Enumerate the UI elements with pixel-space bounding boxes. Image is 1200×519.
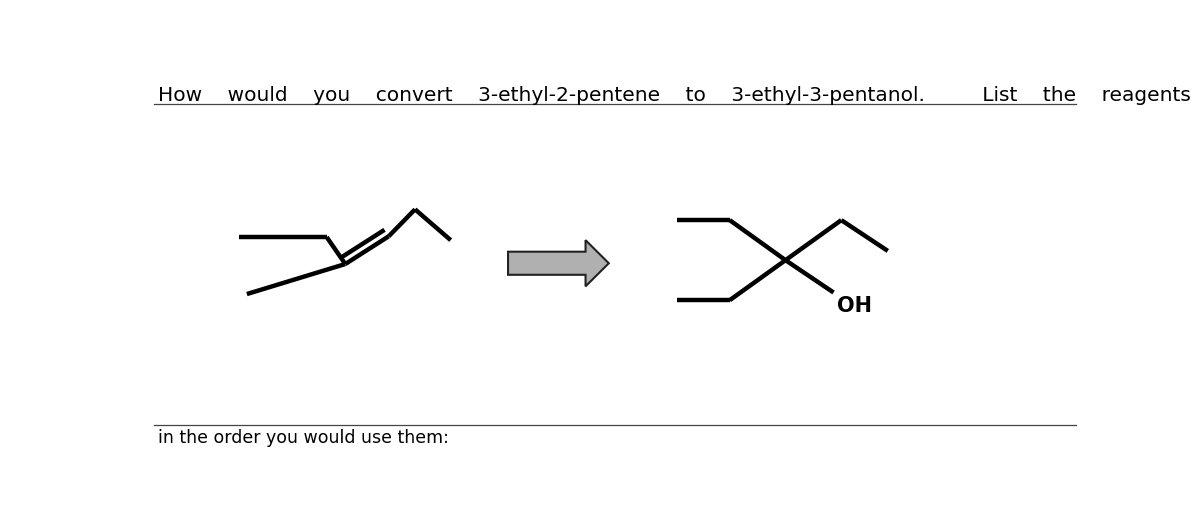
Polygon shape (508, 240, 608, 286)
Text: in the order you would use them:: in the order you would use them: (157, 429, 449, 447)
Text: How    would    you    convert    3-ethyl-2-pentene    to    3-ethyl-3-pentanol.: How would you convert 3-ethyl-2-pentene … (157, 86, 1190, 105)
Text: OH: OH (836, 296, 871, 316)
